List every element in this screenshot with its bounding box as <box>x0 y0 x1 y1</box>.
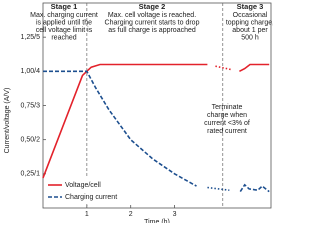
stage-description: topping charge, <box>226 19 273 26</box>
series-line <box>239 63 270 73</box>
x-tick-label: 1 <box>85 211 89 218</box>
series-line <box>239 183 270 193</box>
annotation: charge when <box>207 112 247 119</box>
legend-label: Voltage/cell <box>65 182 101 189</box>
stage-title: Stage 1 <box>51 2 78 11</box>
stage-title: Stage 3 <box>237 2 264 11</box>
x-axis-title: Time (h) <box>144 219 170 223</box>
stage-description: is applied until the <box>36 19 92 26</box>
stage-description: Max. cell voltage is reached. <box>108 12 196 19</box>
series-line <box>42 63 208 179</box>
y-tick-label: 1,00/4 <box>21 68 41 75</box>
gap-bridge <box>215 65 232 71</box>
annotation: current <3% of <box>204 120 250 127</box>
legend-label: Charging current <box>65 194 117 201</box>
y-tick-label: 0,75/3 <box>21 102 41 109</box>
annotation: Terminate <box>212 104 243 111</box>
stage-description: Charging current starts to drop <box>105 19 200 26</box>
y-tick-label: 0,25/1 <box>21 171 41 178</box>
stage-description: about 1 per <box>232 27 268 34</box>
gap-bridge <box>207 186 230 192</box>
legend-box <box>46 178 116 204</box>
stage-description: as full charge is approached <box>108 27 196 34</box>
series-line <box>43 70 197 187</box>
stage-title: Stage 2 <box>139 2 166 11</box>
stage-description: cell voltage limit is <box>36 27 93 34</box>
annotation: rated current <box>207 128 247 135</box>
x-tick-label: 3 <box>173 211 177 218</box>
stage-description: reached <box>51 34 76 41</box>
y-tick-label: 1,25/5 <box>21 34 41 41</box>
stage-description: Max. charging current <box>30 12 98 19</box>
y-axis-title: Current/voltage (A/V) <box>4 88 11 154</box>
stage-description: 500 h <box>241 34 259 41</box>
x-tick-label: 2 <box>129 211 133 218</box>
y-tick-label: 0,50/2 <box>21 137 41 144</box>
stage-description: Occasional <box>233 12 268 19</box>
